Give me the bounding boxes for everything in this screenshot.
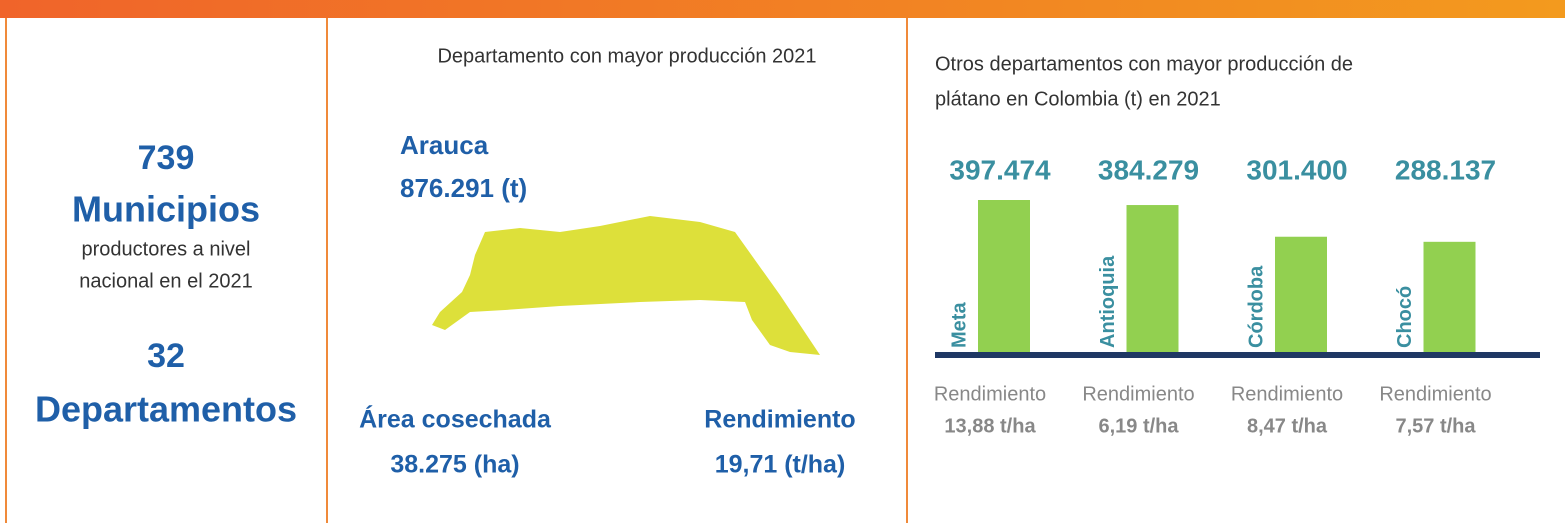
count: 32 (147, 337, 185, 375)
yield-value: 13,88 t/ha (944, 415, 1036, 437)
area-value: 38.275 (ha) (390, 451, 519, 479)
yield-label: Rendimiento (704, 406, 855, 434)
value-label: 288.137 (1395, 154, 1496, 185)
chart-title: Otros departamentos con mayor producción… (935, 53, 1353, 75)
yield-value: 7,57 t/ha (1395, 415, 1476, 437)
value-label: 397.474 (949, 154, 1051, 185)
chart-title: plátano en Colombia (t) en 2021 (935, 88, 1221, 110)
value-label: 384.279 (1098, 154, 1199, 185)
yield-label: Rendimiento (934, 383, 1046, 405)
yield-label: Rendimiento (1231, 383, 1343, 405)
category-label: Chocó (1394, 286, 1416, 348)
bar (1126, 205, 1179, 352)
category-label: Meta (948, 302, 970, 348)
bar (1423, 241, 1476, 352)
bar (978, 200, 1030, 352)
production: 876.291 (t) (400, 173, 527, 203)
note: productores a nivel (82, 238, 251, 260)
yield-label: Rendimiento (1379, 383, 1491, 405)
top-band (0, 0, 1565, 18)
yield-value: 8,47 t/ha (1247, 415, 1328, 437)
value-label: 301.400 (1246, 154, 1347, 185)
area-label: Área cosechada (359, 405, 552, 434)
label: Municipios (72, 189, 260, 230)
bar (1275, 236, 1327, 352)
department-name: Arauca (400, 130, 489, 160)
baseline (935, 352, 1540, 358)
yield-value: 6,19 t/ha (1098, 415, 1179, 437)
label: Departamentos (35, 389, 297, 430)
map-shape (432, 216, 820, 355)
heading: Departamento con mayor producción 2021 (437, 45, 816, 67)
note: nacional en el 2021 (79, 270, 252, 292)
count: 739 (138, 139, 195, 177)
category-label: Córdoba (1245, 265, 1267, 348)
category-label: Antioquia (1097, 255, 1119, 348)
yield-label: Rendimiento (1082, 383, 1194, 405)
yield-value: 19,71 (t/ha) (715, 451, 846, 479)
